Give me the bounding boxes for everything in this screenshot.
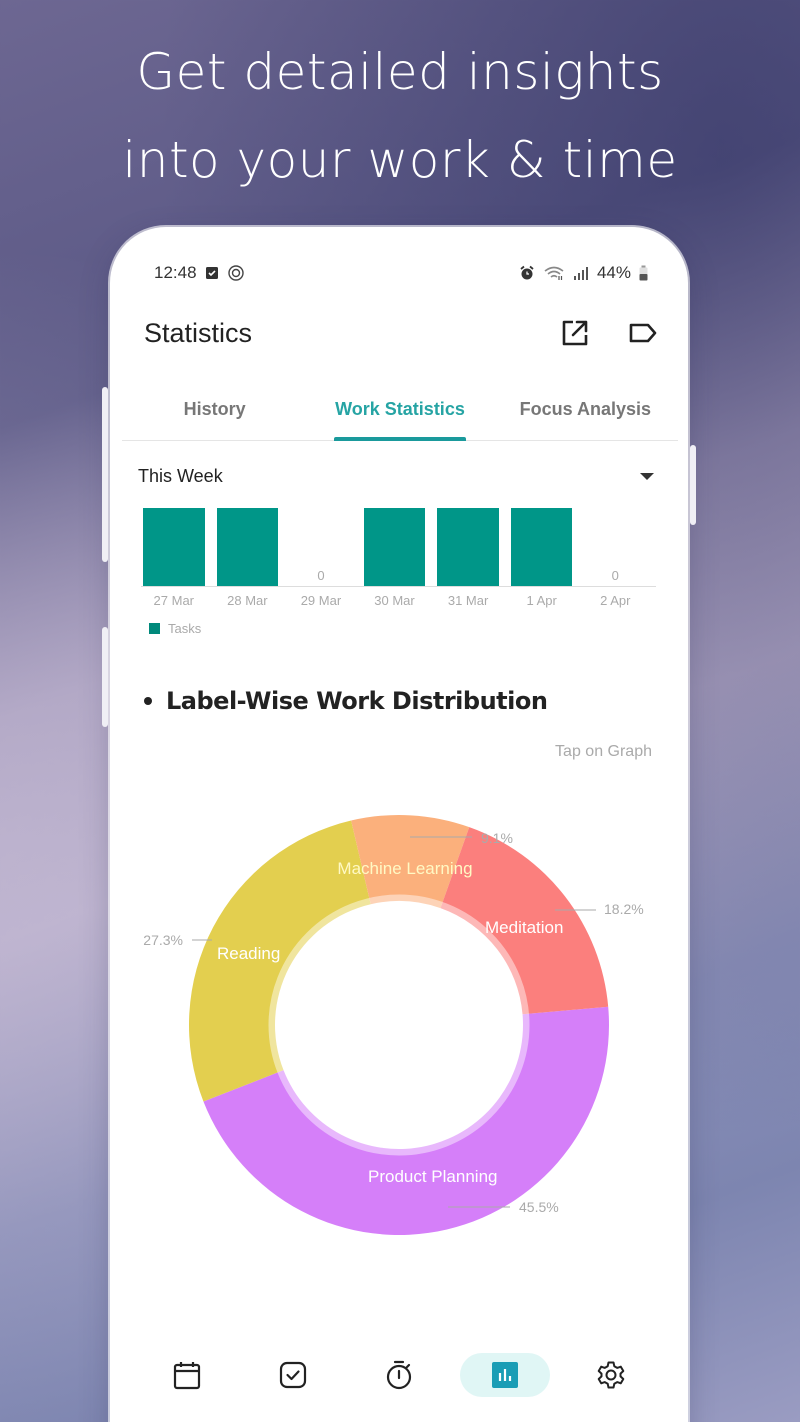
bar-column[interactable]: 0 bbox=[582, 507, 656, 586]
phone-side-button bbox=[690, 445, 696, 525]
x-axis-label: 27 Mar bbox=[153, 593, 195, 608]
headline-line-1: Get detailed insights bbox=[136, 43, 664, 101]
x-axis-label: 30 Mar bbox=[374, 593, 415, 608]
x-axis-label: 28 Mar bbox=[227, 593, 268, 608]
tab-history[interactable]: History bbox=[183, 399, 246, 419]
label-distribution-donut-chart[interactable]: Product Planning 45.5% Reading 27.3% Machine… bbox=[110, 787, 688, 1247]
range-dropdown[interactable]: This Week bbox=[138, 463, 654, 489]
donut-slice-label: Reading bbox=[217, 944, 280, 963]
x-axis-label: 1 Apr bbox=[526, 593, 557, 608]
nav-settings[interactable] bbox=[566, 1353, 656, 1397]
battery-icon bbox=[639, 265, 648, 281]
nav-tasks[interactable] bbox=[248, 1353, 338, 1397]
donut-inner-ring bbox=[268, 894, 530, 1156]
donut-slice-label: Machine Learning bbox=[337, 859, 472, 878]
nav-statistics[interactable] bbox=[460, 1353, 550, 1397]
legend-swatch-tasks bbox=[149, 623, 160, 634]
bar-column[interactable] bbox=[362, 507, 436, 586]
tab-focus-analysis[interactable]: Focus Analysis bbox=[519, 399, 652, 419]
bottom-navigation bbox=[130, 1349, 668, 1401]
bar[interactable] bbox=[437, 508, 499, 586]
bar-column[interactable] bbox=[435, 507, 509, 586]
donut-percent-label: 27.3% bbox=[143, 932, 183, 948]
donut-slice-label: Meditation bbox=[485, 918, 563, 937]
bar-column[interactable] bbox=[509, 507, 583, 586]
nav-timer[interactable] bbox=[354, 1353, 444, 1397]
donut-percent-label: 45.5% bbox=[519, 1199, 559, 1215]
bar-zero-label: 0 bbox=[611, 568, 619, 583]
bar-column[interactable]: 0 bbox=[288, 507, 362, 586]
focus-timer-notification-icon bbox=[227, 265, 244, 281]
donut-slice-meditation[interactable] bbox=[440, 827, 609, 1015]
donut-slice-product-planning[interactable] bbox=[203, 1006, 609, 1236]
app-bar: Statistics bbox=[144, 311, 658, 355]
x-axis-label: 29 Mar bbox=[300, 593, 342, 608]
wifi-icon bbox=[544, 266, 564, 280]
alarm-icon bbox=[520, 265, 534, 280]
bar-chart-icon bbox=[492, 1362, 518, 1388]
phone-side-button bbox=[102, 387, 108, 562]
share-export-icon[interactable] bbox=[560, 318, 590, 348]
calendar-icon bbox=[173, 1362, 201, 1390]
label-icon[interactable] bbox=[628, 322, 658, 344]
donut-percent-label: 18.2% bbox=[604, 901, 644, 917]
x-axis-labels: 27 Mar 28 Mar 29 Mar 30 Mar 31 Mar 1 Apr 2 Apr bbox=[141, 593, 656, 608]
stopwatch-icon bbox=[386, 1360, 412, 1390]
section-title-text: Label-Wise Work Distribution bbox=[166, 687, 548, 715]
chart-legend: Tasks bbox=[149, 621, 201, 636]
checkbox-icon bbox=[279, 1361, 307, 1389]
promo-headline: Get detailed insights into your work & t… bbox=[0, 28, 800, 204]
bar-column[interactable] bbox=[141, 507, 215, 586]
checkbox-notification-icon bbox=[205, 267, 218, 279]
bar[interactable] bbox=[510, 508, 573, 586]
donut-slice-reading[interactable] bbox=[189, 820, 371, 1102]
bar-column[interactable] bbox=[215, 507, 289, 586]
donut-slice-machine-learning[interactable] bbox=[351, 815, 470, 909]
donut-hole bbox=[276, 902, 522, 1148]
signal-icon bbox=[573, 267, 588, 280]
tab-work-statistics[interactable]: Work Statistics bbox=[307, 385, 492, 441]
bar[interactable] bbox=[143, 508, 205, 586]
donut-slice-label: Product Planning bbox=[368, 1167, 497, 1186]
battery-percent: 44% bbox=[596, 263, 631, 282]
phone-side-button bbox=[102, 627, 108, 727]
tab-bar: History Work Statistics Focus Analysis bbox=[122, 385, 678, 441]
nav-calendar[interactable] bbox=[142, 1353, 232, 1397]
headline-line-2: into your work & time bbox=[122, 131, 678, 189]
range-value: This Week bbox=[138, 465, 223, 486]
bar[interactable] bbox=[216, 508, 279, 586]
x-axis-label: 2 Apr bbox=[600, 593, 631, 608]
status-time: 12:48 bbox=[154, 263, 197, 282]
chevron-down-icon bbox=[640, 472, 654, 480]
bullet-icon bbox=[144, 697, 152, 705]
page-title: Statistics bbox=[144, 317, 253, 348]
section-title: Label-Wise Work Distribution bbox=[144, 687, 548, 715]
donut-percent-label: 9.1% bbox=[481, 830, 513, 846]
bar[interactable] bbox=[363, 508, 426, 586]
phone-frame: 12:48 44% Statistics History Work Statis… bbox=[102, 227, 696, 1422]
tap-hint: Tap on Graph bbox=[555, 743, 652, 760]
gear-icon bbox=[597, 1361, 625, 1389]
x-axis-label: 31 Mar bbox=[447, 593, 489, 608]
legend-label-tasks: Tasks bbox=[168, 621, 202, 636]
status-bar: 12:48 44% bbox=[154, 261, 648, 285]
bar-zero-label: 0 bbox=[317, 568, 325, 583]
